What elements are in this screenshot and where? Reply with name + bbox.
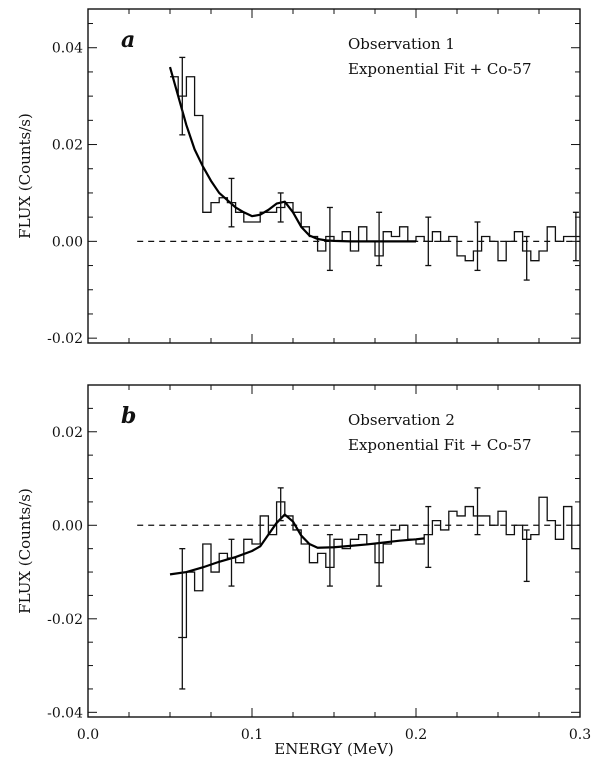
error-bar bbox=[179, 548, 186, 690]
error-bar bbox=[228, 538, 235, 587]
x-tick-label: 0.2 bbox=[405, 727, 427, 743]
annotation-line: Exponential Fit + Co-57 bbox=[348, 60, 532, 78]
error-bar bbox=[277, 192, 284, 223]
annotation-line: Exponential Fit + Co-57 bbox=[348, 436, 532, 454]
panel-letter: a bbox=[121, 27, 135, 53]
y-tick-label: -0.02 bbox=[47, 331, 83, 347]
error-bar bbox=[572, 211, 579, 262]
x-tick-label: 0.1 bbox=[241, 727, 263, 743]
error-bar bbox=[425, 216, 432, 267]
y-axis-title: FLUX (Counts/s) bbox=[16, 113, 34, 239]
error-bar bbox=[179, 56, 186, 136]
y-axis-title: FLUX (Counts/s) bbox=[16, 488, 34, 614]
y-tick-label: 0.04 bbox=[52, 41, 83, 57]
x-tick-label: 0.0 bbox=[77, 727, 99, 743]
x-axis-title: ENERGY (MeV) bbox=[274, 740, 393, 758]
error-bar bbox=[523, 235, 530, 281]
annotation-line: Observation 2 bbox=[348, 411, 455, 429]
annotation-line: Observation 1 bbox=[348, 35, 455, 53]
error-bar bbox=[425, 505, 432, 569]
error-bar bbox=[474, 487, 481, 536]
data-histogram bbox=[170, 76, 580, 262]
y-tick-label: 0.00 bbox=[52, 234, 83, 250]
error-bar bbox=[277, 487, 284, 522]
fit-curve bbox=[169, 513, 425, 576]
panel-b: -0.04 -0.02 0.00 0.02 0.0 0.1 0.2 0.3 FLUX (Coun… bbox=[16, 384, 591, 758]
y-tick-label: 0.00 bbox=[52, 518, 83, 534]
error-bar bbox=[376, 533, 383, 587]
error-bar bbox=[376, 211, 383, 267]
y-tick-label: -0.02 bbox=[47, 612, 83, 628]
y-tick-label: 0.02 bbox=[52, 138, 83, 154]
y-tick-label: 0.02 bbox=[52, 425, 83, 441]
x-tick-label: 0.3 bbox=[569, 727, 591, 743]
error-bar bbox=[326, 533, 333, 587]
y-tick-label: -0.04 bbox=[47, 705, 83, 721]
data-histogram bbox=[178, 496, 580, 639]
error-bar bbox=[474, 221, 481, 272]
error-bar bbox=[523, 529, 530, 583]
panel-a: -0.02 0.00 0.02 0.04 FLUX (Counts/s) a Observa… bbox=[16, 8, 581, 347]
panel-letter: b bbox=[121, 403, 136, 429]
fit-curve bbox=[168, 66, 416, 243]
error-bar bbox=[228, 177, 235, 228]
error-bar bbox=[326, 206, 333, 272]
